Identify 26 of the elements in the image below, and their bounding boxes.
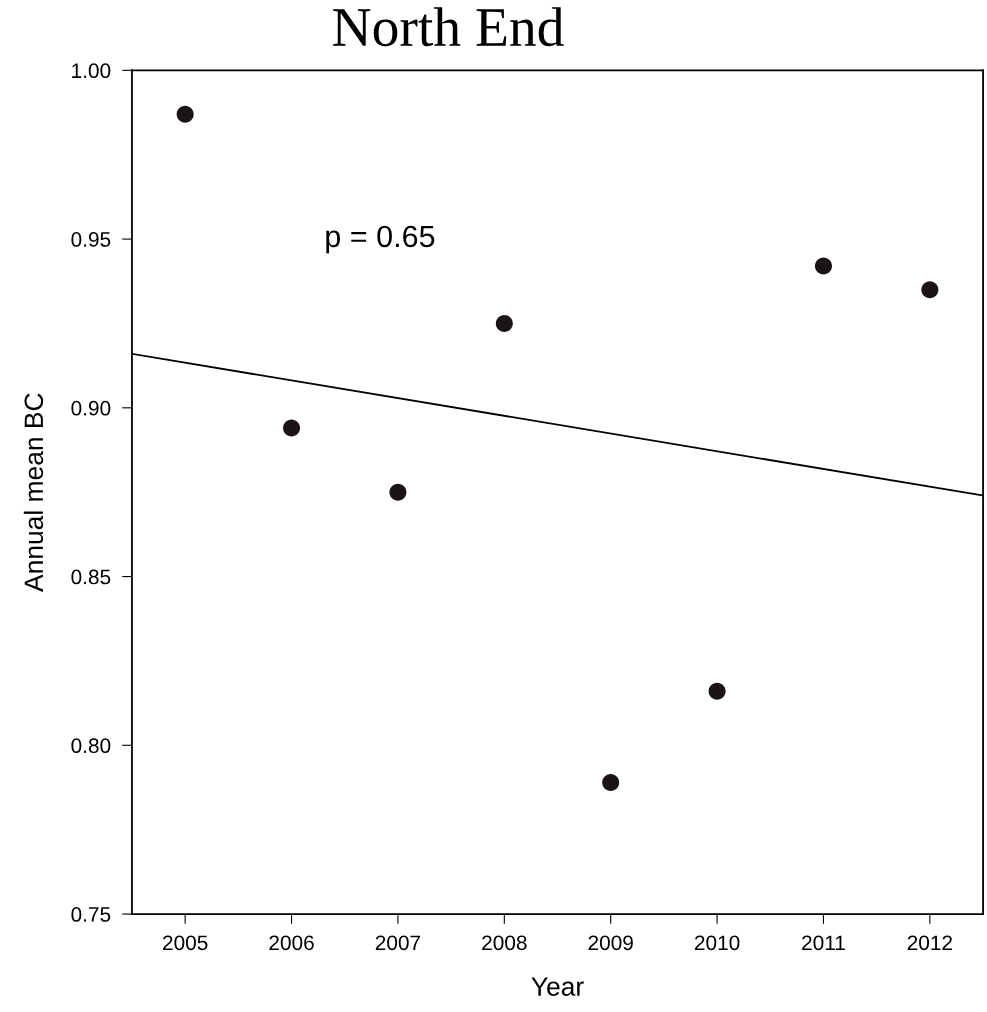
y-tick-label: 1.00 bbox=[72, 63, 111, 79]
y-tick-label: 0.85 bbox=[71, 569, 111, 585]
y-tick-label: 0.80 bbox=[71, 738, 111, 754]
x-tick-label: 2009 bbox=[588, 935, 633, 951]
point bbox=[814, 257, 832, 275]
y-tick-label: 0.95 bbox=[71, 232, 111, 247]
point bbox=[602, 773, 620, 791]
y-axis-title: Annual mean BC bbox=[23, 393, 44, 592]
x-tick-label: 2012 bbox=[907, 935, 952, 951]
x-tick-label: 2005 bbox=[163, 935, 208, 951]
x-tick-label: 2008 bbox=[482, 935, 527, 951]
y-tick-label: 0.90 bbox=[71, 400, 111, 416]
point bbox=[708, 682, 726, 700]
x-tick-label: 2007 bbox=[375, 935, 421, 951]
point bbox=[283, 419, 301, 437]
annotation: p = 0.65 bbox=[326, 225, 435, 254]
chart-title: North End bbox=[333, 7, 564, 47]
x-tick-label: 2006 bbox=[269, 935, 314, 951]
x-tick-label: 2010 bbox=[694, 935, 740, 951]
y-tick-label: 0.75 bbox=[71, 907, 111, 922]
point bbox=[389, 483, 407, 501]
point bbox=[495, 314, 513, 332]
x-tick-label: 2011 bbox=[802, 935, 845, 951]
point bbox=[921, 281, 939, 299]
point bbox=[176, 105, 194, 123]
x-axis-title: Year bbox=[531, 977, 584, 996]
